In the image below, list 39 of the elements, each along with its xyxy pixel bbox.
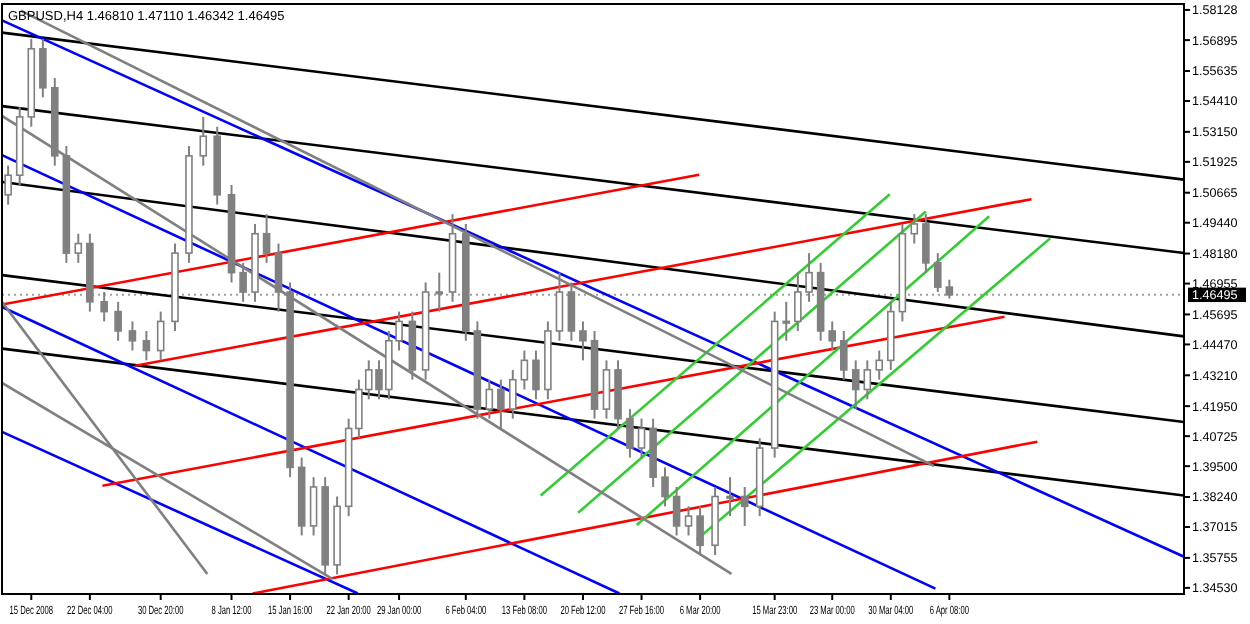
candlestick — [740, 485, 749, 527]
candlestick — [626, 408, 634, 459]
candlestick — [579, 320, 587, 362]
candlestick — [532, 349, 540, 401]
candlestick — [74, 232, 83, 264]
candlestick — [637, 417, 646, 459]
candlestick — [922, 213, 930, 274]
candlestick — [875, 349, 884, 381]
candlestick — [485, 378, 494, 420]
candlestick — [840, 329, 848, 381]
candlestick — [933, 252, 942, 294]
candlestick — [684, 505, 693, 537]
candlestick — [602, 359, 611, 420]
candlestick — [274, 242, 283, 313]
candlestick — [696, 505, 704, 557]
candlestick — [567, 281, 576, 342]
candlestick — [661, 466, 669, 508]
candlestick — [156, 310, 165, 362]
candlestick — [851, 359, 860, 411]
candlestick — [262, 213, 271, 264]
candlestick — [199, 115, 208, 167]
candlestick — [509, 368, 517, 420]
candlestick — [910, 213, 919, 245]
candlestick — [828, 320, 837, 352]
candlestick — [309, 476, 318, 537]
candlestick — [726, 476, 734, 518]
candlestick — [128, 320, 137, 352]
candlestick — [114, 300, 122, 342]
candlestick — [39, 38, 47, 99]
candlestick — [100, 291, 108, 323]
candlestick — [497, 378, 505, 430]
candlestick — [142, 329, 151, 362]
candlestick — [863, 359, 872, 401]
candlestick — [239, 261, 247, 303]
candlestick — [945, 278, 954, 300]
candlestick — [672, 485, 681, 537]
candlestick — [555, 271, 564, 342]
candlestick — [782, 300, 791, 342]
candlestick — [435, 271, 444, 313]
